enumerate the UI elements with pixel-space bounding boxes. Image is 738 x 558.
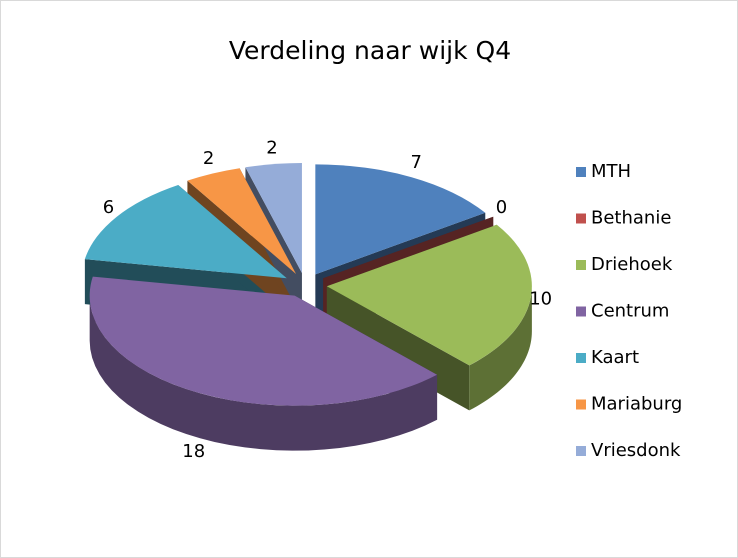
legend: MTH Bethanie Driehoek Centrum Kaart Mariaburg… bbox=[576, 161, 682, 461]
slice bbox=[245, 163, 302, 274]
pie-tops bbox=[84, 163, 532, 406]
chart-title: Verdeling naar wijk Q4 bbox=[229, 36, 511, 65]
slice-side bbox=[469, 286, 532, 411]
slice bbox=[326, 224, 532, 366]
legend-label: Mariaburg bbox=[591, 394, 682, 415]
slice bbox=[89, 276, 438, 406]
legend-label: Driehoek bbox=[591, 254, 673, 275]
legend-swatch bbox=[576, 167, 586, 177]
legend-swatch bbox=[576, 213, 586, 224]
slice bbox=[187, 168, 297, 274]
slice bbox=[84, 184, 287, 279]
legend-swatch bbox=[576, 353, 586, 363]
legend-swatch bbox=[576, 399, 586, 410]
legend-label: Kaart bbox=[591, 347, 639, 368]
data-label: 7 bbox=[411, 152, 422, 173]
legend-swatch bbox=[576, 260, 586, 270]
data-label: 18 bbox=[182, 441, 205, 462]
data-label: 2 bbox=[203, 148, 214, 169]
legend-swatch bbox=[576, 446, 586, 456]
legend-label: Vriesdonk bbox=[591, 440, 681, 461]
data-label: 6 bbox=[103, 197, 114, 218]
data-label: 10 bbox=[529, 288, 552, 309]
slice-side bbox=[89, 295, 438, 451]
data-labels: 7 0 10 18 6 2 2 bbox=[103, 137, 552, 462]
legend-label: MTH bbox=[591, 161, 631, 182]
legend-label: Centrum bbox=[591, 301, 669, 322]
data-label: 0 bbox=[496, 197, 507, 218]
data-label: 2 bbox=[266, 137, 277, 158]
slice bbox=[315, 164, 486, 275]
legend-label: Bethanie bbox=[591, 208, 671, 229]
legend-swatch bbox=[576, 306, 586, 317]
